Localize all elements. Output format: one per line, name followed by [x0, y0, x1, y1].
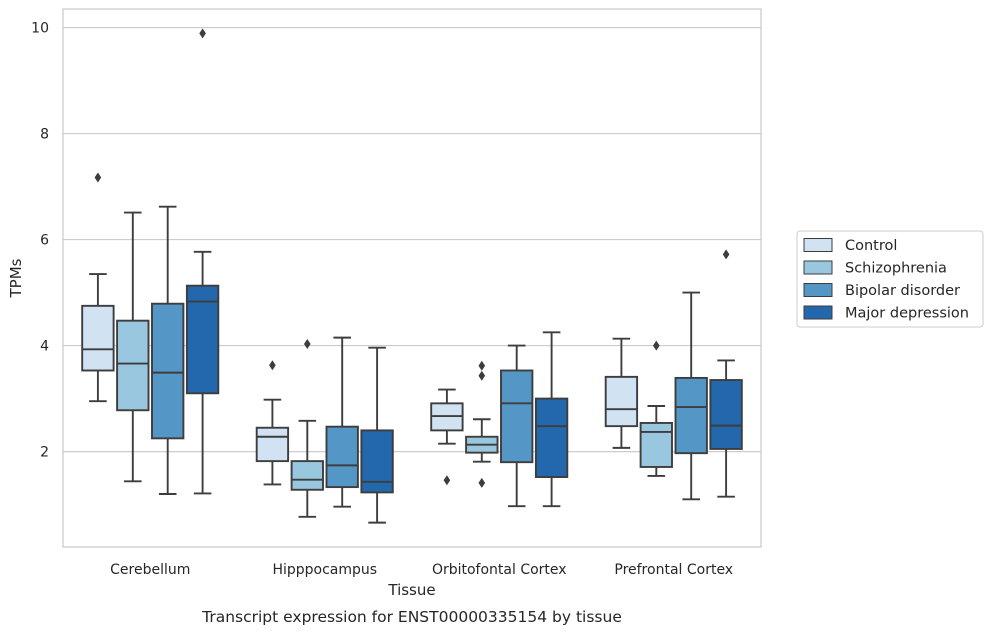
box-iqr [290, 460, 324, 491]
flier-0 [304, 338, 311, 349]
legend-swatch-3 [803, 305, 833, 320]
box-2-3 [534, 331, 569, 508]
legend-swatch-0 [803, 238, 833, 252]
x-tick-label-3: Prefrontal Cortex [614, 562, 733, 578]
x-axis-label: Tissue [387, 581, 435, 599]
flier-0 [94, 172, 102, 183]
box-iqr [151, 302, 185, 440]
box-iqr [534, 397, 569, 478]
flier-1 [478, 370, 486, 381]
legend-label-3: Major depression [845, 306, 969, 322]
legend-swatch-2 [803, 283, 833, 297]
y-tick-label-10: 10 [31, 21, 49, 37]
box-3-2 [674, 291, 708, 501]
x-tick-label-2: Orbitofontal Cortex [432, 562, 567, 578]
box-1-0 [255, 360, 290, 486]
box-iqr [325, 425, 359, 489]
x-tick-label-1: Hipppocampus [272, 562, 377, 578]
boxes-layer [81, 28, 743, 524]
box-3-3 [709, 249, 743, 498]
box-1-1 [290, 338, 324, 518]
y-tick-label-6: 6 [40, 233, 49, 249]
flier-0 [722, 249, 730, 260]
chart-caption: Transcript expression for ENST0000033515… [201, 608, 622, 626]
flier-2 [478, 360, 486, 371]
box-iqr [116, 319, 150, 412]
y-tick-label-8: 8 [40, 127, 49, 143]
box-0-2 [151, 205, 185, 495]
legend-frame [796, 230, 984, 328]
box-2-1 [465, 360, 499, 488]
legend-swatch-1 [803, 260, 833, 275]
box-2-2 [500, 344, 534, 508]
box-iqr [255, 426, 290, 463]
box-iqr [360, 429, 394, 494]
x-tick-labels: Cerebellum Hipppocampus Orbitofontal Corte… [110, 562, 733, 578]
plot-frame [62, 8, 762, 548]
box-3-1 [639, 340, 673, 477]
y-tick-label-2: 2 [40, 445, 49, 461]
flier-0 [443, 475, 451, 486]
y-axis-label: TPMs [7, 258, 25, 298]
box-1-2 [325, 336, 359, 508]
box-iqr [709, 379, 743, 450]
box-0-1 [116, 211, 150, 483]
box-0-0 [81, 172, 115, 403]
box-iqr [674, 376, 708, 455]
flier-0 [653, 340, 660, 351]
y-tick-labels: 2 4 6 8 10 [31, 21, 49, 461]
y-tick-label-4: 4 [40, 339, 49, 355]
box-iqr [500, 369, 534, 464]
legend-label-1: Schizophrenia [845, 261, 947, 277]
box-iqr [639, 422, 673, 468]
box-iqr [604, 375, 639, 428]
box-2-0 [430, 388, 464, 486]
x-tick-label-0: Cerebellum [110, 562, 190, 578]
flier-0 [478, 477, 486, 488]
box-1-3 [360, 346, 394, 524]
legend-label-2: Bipolar disorder [845, 283, 960, 299]
box-0-3 [185, 28, 220, 495]
legend-label-0: Control [845, 238, 897, 254]
flier-0 [269, 360, 276, 371]
flier-0 [199, 28, 206, 39]
legend: Control Schizophrenia Bipolar disorder Majo… [796, 230, 984, 328]
box-3-0 [604, 337, 639, 449]
box-iqr [185, 284, 220, 395]
box-iqr [81, 304, 115, 372]
